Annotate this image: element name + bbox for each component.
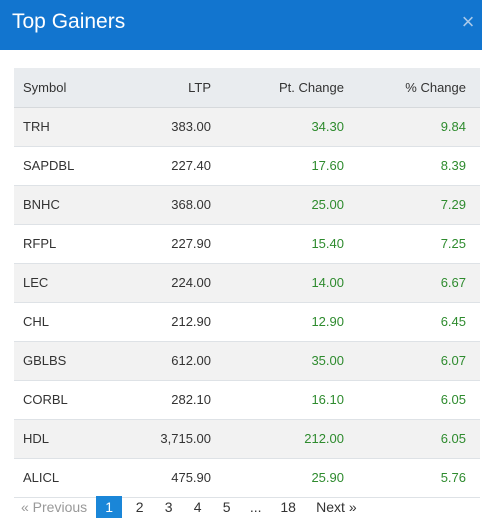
pt-change-cell: 34.30 [211, 107, 344, 147]
pct-change-cell: 6.05 [344, 380, 480, 420]
table-row[interactable]: GBLBS 612.00 35.00 6.07 [14, 341, 480, 381]
top-gainers-table: Symbol LTP Pt. Change % Change TRH 383.00… [14, 68, 480, 498]
table-row[interactable]: CHL 212.90 12.90 6.45 [14, 302, 480, 342]
page-ellipsis: ... [249, 499, 262, 515]
pt-change-cell: 25.90 [211, 458, 344, 498]
table-row[interactable]: SAPDBL 227.40 17.60 8.39 [14, 146, 480, 186]
column-header-ltp[interactable]: LTP [114, 68, 211, 108]
close-icon[interactable]: × [461, 9, 475, 34]
page-button-4[interactable]: 4 [193, 499, 202, 515]
pct-change-cell: 6.45 [344, 302, 480, 342]
table-row[interactable]: BNHC 368.00 25.00 7.29 [14, 185, 480, 225]
pct-change-cell: 8.39 [344, 146, 480, 186]
pt-change-cell: 16.10 [211, 380, 344, 420]
page-button-3[interactable]: 3 [164, 499, 173, 515]
symbol-cell[interactable]: SAPDBL [14, 146, 114, 186]
column-header-pt-change[interactable]: Pt. Change [211, 68, 344, 108]
pct-change-cell: 5.76 [344, 458, 480, 498]
ltp-cell: 383.00 [114, 107, 211, 147]
pct-change-cell: 7.29 [344, 185, 480, 225]
pagination: « Previous 1 2 3 4 5 ... 18 Next » [14, 496, 357, 518]
symbol-cell[interactable]: BNHC [14, 185, 114, 225]
table-row[interactable]: LEC 224.00 14.00 6.67 [14, 263, 480, 303]
ltp-cell: 282.10 [114, 380, 211, 420]
pct-change-cell: 7.25 [344, 224, 480, 264]
pt-change-cell: 35.00 [211, 341, 344, 381]
symbol-cell[interactable]: TRH [14, 107, 114, 147]
symbol-cell[interactable]: CHL [14, 302, 114, 342]
page-button-1[interactable]: 1 [96, 496, 123, 518]
modal-title: Top Gainers [12, 10, 126, 33]
table-row[interactable]: TRH 383.00 34.30 9.84 [14, 107, 480, 147]
symbol-cell[interactable]: LEC [14, 263, 114, 303]
pct-change-cell: 6.05 [344, 419, 480, 459]
pt-change-cell: 212.00 [211, 419, 344, 459]
ltp-cell: 227.90 [114, 224, 211, 264]
pct-change-cell: 6.07 [344, 341, 480, 381]
page-button-2[interactable]: 2 [135, 499, 144, 515]
pt-change-cell: 12.90 [211, 302, 344, 342]
pt-change-cell: 25.00 [211, 185, 344, 225]
previous-page-button[interactable]: « Previous [21, 499, 88, 515]
ltp-cell: 368.00 [114, 185, 211, 225]
ltp-cell: 227.40 [114, 146, 211, 186]
symbol-cell[interactable]: HDL [14, 419, 114, 459]
pt-change-cell: 15.40 [211, 224, 344, 264]
next-page-button[interactable]: Next » [316, 499, 357, 515]
pt-change-cell: 17.60 [211, 146, 344, 186]
table-header-row: Symbol LTP Pt. Change % Change [14, 68, 480, 108]
symbol-cell[interactable]: ALICL [14, 458, 114, 498]
symbol-cell[interactable]: RFPL [14, 224, 114, 264]
pct-change-cell: 6.67 [344, 263, 480, 303]
symbol-cell[interactable]: CORBL [14, 380, 114, 420]
ltp-cell: 612.00 [114, 341, 211, 381]
table-row[interactable]: CORBL 282.10 16.10 6.05 [14, 380, 480, 420]
column-header-symbol[interactable]: Symbol [14, 68, 114, 108]
table-row[interactable]: HDL 3,715.00 212.00 6.05 [14, 419, 480, 459]
table-row[interactable]: ALICL 475.90 25.90 5.76 [14, 458, 480, 498]
page-button-18[interactable]: 18 [280, 499, 296, 515]
ltp-cell: 3,715.00 [114, 419, 211, 459]
pt-change-cell: 14.00 [211, 263, 344, 303]
ltp-cell: 212.90 [114, 302, 211, 342]
ltp-cell: 224.00 [114, 263, 211, 303]
table-row[interactable]: RFPL 227.90 15.40 7.25 [14, 224, 480, 264]
ltp-cell: 475.90 [114, 458, 211, 498]
column-header-pct-change[interactable]: % Change [344, 68, 480, 108]
pct-change-cell: 9.84 [344, 107, 480, 147]
top-gainers-table-container: Symbol LTP Pt. Change % Change TRH 383.00… [14, 68, 480, 498]
table-body: TRH 383.00 34.30 9.84 SAPDBL 227.40 17.60 8.39 B… [14, 107, 480, 498]
modal-header: Top Gainers × [0, 0, 482, 50]
symbol-cell[interactable]: GBLBS [14, 341, 114, 381]
page-button-5[interactable]: 5 [222, 499, 231, 515]
